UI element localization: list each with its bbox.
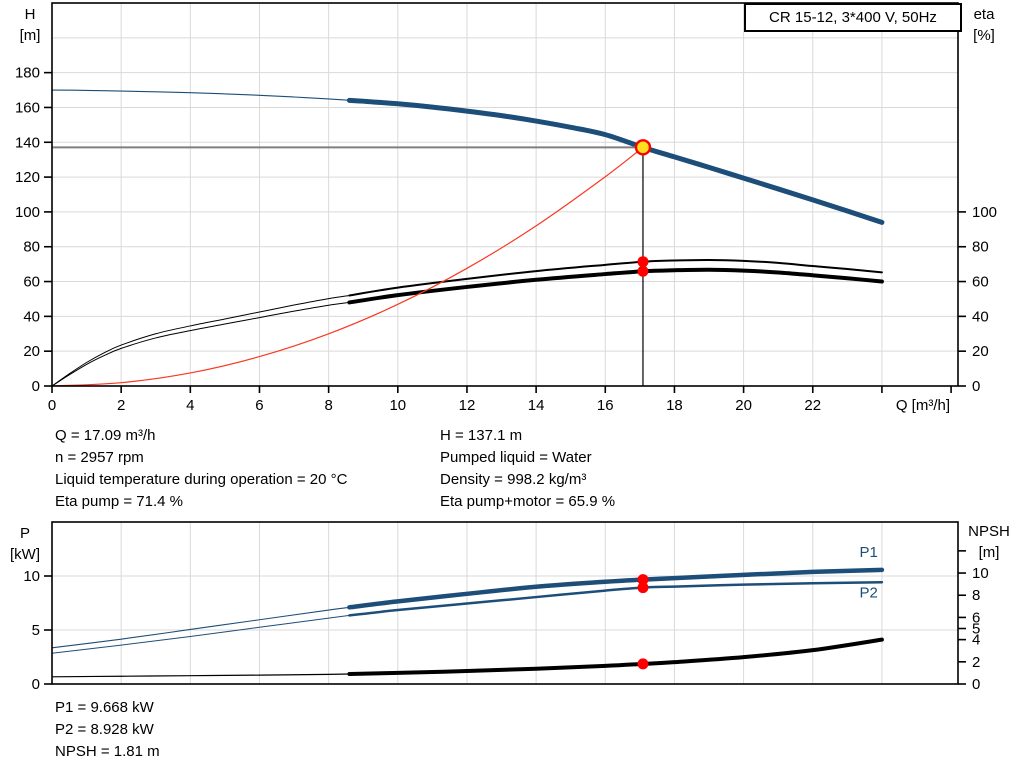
npsh-axis-header: NPSH [m] xyxy=(968,523,1010,561)
p1-curve xyxy=(347,567,885,610)
x-tick-label: 4 xyxy=(186,397,194,414)
y-right-tick-label: 60 xyxy=(972,274,989,291)
y-left-tick-label: 140 xyxy=(15,134,40,151)
h-axis-header: H [m] xyxy=(19,6,41,44)
p1-curve-extended xyxy=(51,606,350,649)
y-left-tick-label: 160 xyxy=(15,99,40,116)
x-tick-label: 14 xyxy=(528,397,545,414)
y-left-tick-label: 20 xyxy=(23,343,40,360)
qh-curve xyxy=(346,97,885,225)
y-right-tick-label: 40 xyxy=(972,308,989,325)
y-right-tick-label: 10 xyxy=(972,565,989,582)
chart-frame xyxy=(51,521,959,685)
y-left-tick-label: 10 xyxy=(23,568,40,585)
x-tick-label: 10 xyxy=(389,397,406,414)
info-pumped-liquid: Pumped liquid = Water xyxy=(440,449,592,466)
y-right-tick-label: 0 xyxy=(972,676,980,693)
info-eta-pump-motor: Eta pump+motor = 65.9 % xyxy=(440,493,616,510)
info-liquid-temperature: Liquid temperature during operation = 20… xyxy=(55,471,348,488)
info-flow: Q = 17.09 m³/h xyxy=(55,427,156,444)
curve-label-p1: P1 xyxy=(859,544,877,561)
eta-pump-curve xyxy=(348,258,883,297)
x-tick-label: 16 xyxy=(597,397,614,414)
y-right-tick-label: 4 xyxy=(972,632,980,649)
x-axis-unit-label: Q [m³/h] xyxy=(896,397,950,414)
duty-info-left: Q = 17.09 m³/h n = 2957 rpm Liquid tempe… xyxy=(55,425,347,513)
x-tick-label: 20 xyxy=(735,397,752,414)
y-right-tick-label: 80 xyxy=(972,239,989,256)
result-p1: P1 = 9.668 kW xyxy=(55,699,154,716)
eta-pump-motor-curve xyxy=(347,267,884,305)
info-density: Density = 998.2 kg/m³ xyxy=(440,471,587,488)
y-left-tick-label: 100 xyxy=(15,204,40,221)
x-tick-label: 12 xyxy=(459,397,476,414)
x-tick-label: 6 xyxy=(255,397,263,414)
x-tick-label: 0 xyxy=(48,397,56,414)
chart-frame xyxy=(51,2,959,387)
y-right-tick-label: 5 xyxy=(972,621,980,638)
resistance-curve xyxy=(51,146,644,387)
eta-axis-header: eta [%] xyxy=(973,6,995,44)
npsh-point xyxy=(637,658,649,670)
eta-pump-motor-curve-extended xyxy=(51,301,350,387)
x-tick-label: 22 xyxy=(804,397,821,414)
result-npsh: NPSH = 1.81 m xyxy=(55,743,160,760)
y-left-tick-label: 0 xyxy=(32,676,40,693)
result-values: P1 = 9.668 kW P2 = 8.928 kW NPSH = 1.81 … xyxy=(55,697,160,763)
y-right-tick-label: 20 xyxy=(972,343,989,360)
p2-curve-extended xyxy=(51,614,350,654)
y-left-tick-label: 120 xyxy=(15,169,40,186)
eta-pump-point xyxy=(637,256,649,268)
curve-title-box: CR 15-12, 3*400 V, 50Hz xyxy=(744,3,962,32)
info-eta-pump: Eta pump = 71.4 % xyxy=(55,493,183,510)
result-p2: P2 = 8.928 kW xyxy=(55,721,154,738)
y-right-tick-label: 100 xyxy=(972,204,997,221)
y-right-tick-label: 8 xyxy=(972,587,980,604)
npsh-curve xyxy=(347,637,884,677)
y-right-tick-label: 0 xyxy=(972,378,980,395)
qh-curve-extended xyxy=(51,89,350,101)
y-left-tick-label: 5 xyxy=(32,622,40,639)
p1-point xyxy=(637,574,649,586)
info-speed: n = 2957 rpm xyxy=(55,449,144,466)
curve-label-p2: P2 xyxy=(859,585,877,602)
y-left-tick-label: 60 xyxy=(23,274,40,291)
info-head: H = 137.1 m xyxy=(440,427,523,444)
duty-point[interactable] xyxy=(634,139,652,156)
p2-curve xyxy=(348,581,884,617)
y-left-tick-label: 180 xyxy=(15,65,40,82)
duty-info-right: H = 137.1 m Pumped liquid = Water Densit… xyxy=(440,425,615,513)
y-left-tick-label: 40 xyxy=(23,308,40,325)
y-left-tick-label: 0 xyxy=(32,378,40,395)
p2-point xyxy=(637,582,649,594)
y-left-tick-label: 80 xyxy=(23,239,40,256)
y-right-tick-label: 6 xyxy=(972,609,980,626)
x-tick-label: 8 xyxy=(324,397,332,414)
x-tick-label: 2 xyxy=(117,397,125,414)
eta-pump-curve-extended xyxy=(51,294,350,387)
p-axis-header: P [kW] xyxy=(10,525,40,563)
y-right-tick-label: 2 xyxy=(972,654,980,671)
npsh-curve-extended xyxy=(51,673,350,678)
eta-pump-motor-point xyxy=(637,265,649,277)
x-tick-label: 18 xyxy=(666,397,683,414)
